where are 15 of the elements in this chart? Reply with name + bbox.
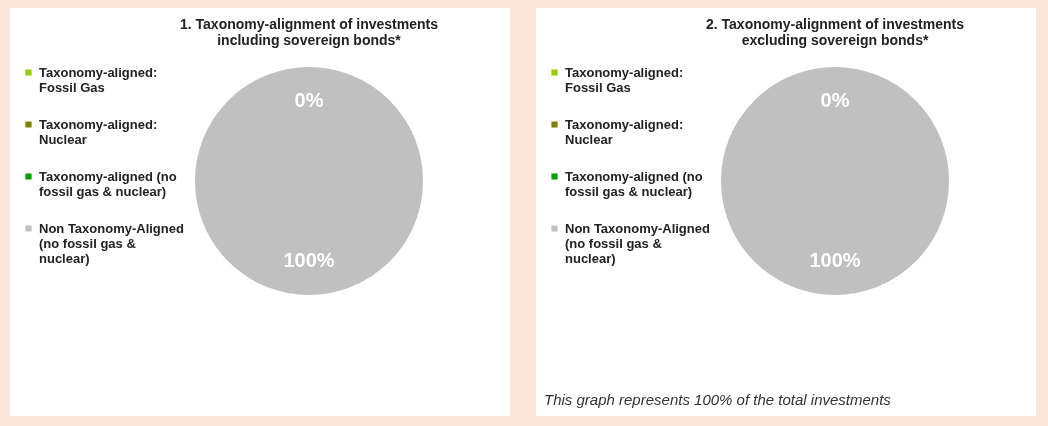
legend-label: Non Taxonomy-Aligned (no fossil gas & nuclear) <box>39 220 184 266</box>
legend-label: Taxonomy-aligned: Fossil Gas <box>39 64 158 95</box>
legend-label: Taxonomy-aligned (no fossil gas & nuclear) <box>39 168 177 199</box>
chart-title: 1. Taxonomy-alignment of investments including sovereign bonds* <box>179 16 439 48</box>
data-label: 100% <box>283 249 335 271</box>
legend-label: Taxonomy-aligned: Nuclear <box>39 116 158 147</box>
legend-label: Taxonomy-aligned: Nuclear <box>565 116 684 147</box>
text: 0% <box>820 89 850 111</box>
legend-label: Taxonomy-aligned: Fossil Gas <box>565 64 684 95</box>
data-label: 100% <box>809 249 861 271</box>
legend-label: Taxonomy-aligned (no fossil gas & nuclear) <box>565 168 703 199</box>
chart-title: 2. Taxonomy-alignment of investments excluding sovereign bonds* <box>705 16 965 48</box>
text: This graph represents 100% of the total investments <box>544 391 891 408</box>
text: 0% <box>294 89 324 111</box>
legend-label: Non Taxonomy-Aligned (no fossil gas & nuclear) <box>565 220 710 266</box>
